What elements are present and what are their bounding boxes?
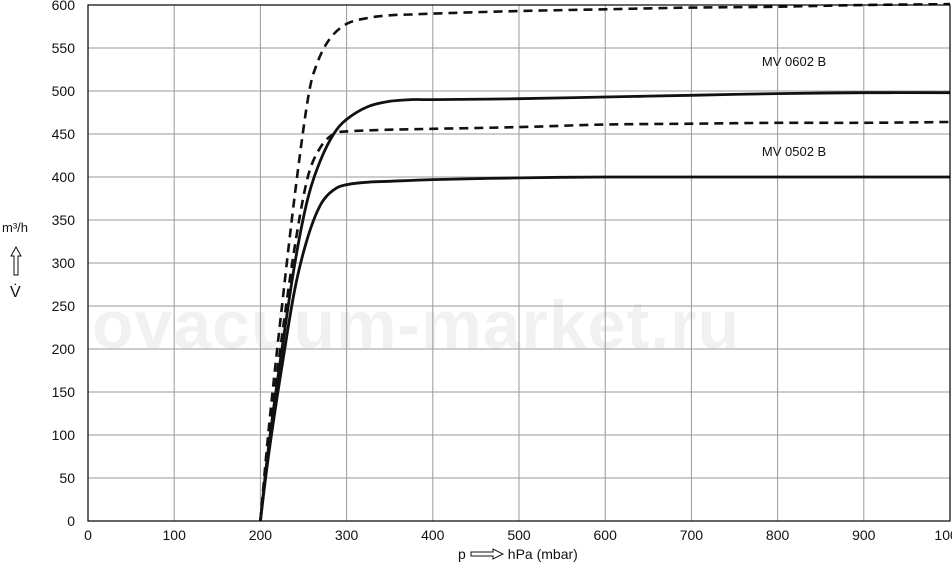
y-tick-label: 300 [52, 255, 76, 271]
x-axis-arrow-icon [470, 548, 504, 560]
chart-curves [259, 2, 951, 522]
x-tick-label: 500 [507, 527, 531, 543]
y-tick-label: 450 [52, 126, 76, 142]
chart-annotations: MV 0602 B MV 0502 B [762, 54, 826, 159]
y-tick-label: 550 [52, 40, 76, 56]
x-tick-label: 300 [335, 527, 359, 543]
curve-label: MV 0602 B [762, 54, 826, 69]
x-axis-prefix: p [458, 546, 466, 562]
plot-frame [87, 4, 951, 522]
y-axis-arrow-icon [10, 245, 22, 281]
chart-ticks: 0 100 200 300 400 500 600 700 800 900 1000 0 50 100 15… [52, 0, 952, 543]
y-axis-unit: m³/h [2, 220, 28, 235]
series-line-dashed-3 [259, 120, 951, 522]
y-tick-label: 200 [52, 341, 76, 357]
y-tick-label: 100 [52, 427, 76, 443]
watermark: ovacuum-market.ru [92, 287, 741, 363]
x-tick-label: 400 [421, 527, 445, 543]
x-tick-label: 200 [249, 527, 273, 543]
series-line-solid-1 [259, 175, 950, 522]
x-tick-label: 800 [766, 527, 790, 543]
x-tick-label: 1000 [934, 527, 952, 543]
y-tick-label: 250 [52, 298, 76, 314]
x-tick-label: 900 [852, 527, 876, 543]
series-line-dashed-2 [259, 2, 951, 522]
y-tick-label: 50 [59, 470, 75, 486]
y-tick-label: 0 [67, 513, 75, 529]
y-tick-label: 400 [52, 169, 76, 185]
x-tick-label: 100 [163, 527, 187, 543]
x-tick-label: 0 [84, 527, 92, 543]
x-axis-label: p hPa (mbar) [458, 546, 578, 562]
chart-grid [87, 4, 951, 522]
y-tick-label: 600 [52, 0, 76, 13]
y-tick-label: 150 [52, 384, 76, 400]
x-tick-label: 700 [680, 527, 704, 543]
y-tick-label: 350 [52, 212, 76, 228]
y-axis-symbol: V̇ [10, 284, 21, 301]
x-tick-label: 600 [594, 527, 618, 543]
x-axis-unit: hPa (mbar) [507, 546, 578, 562]
curve-label: MV 0502 B [762, 144, 826, 159]
y-tick-label: 500 [52, 83, 76, 99]
series-line-solid-0 [259, 91, 951, 522]
